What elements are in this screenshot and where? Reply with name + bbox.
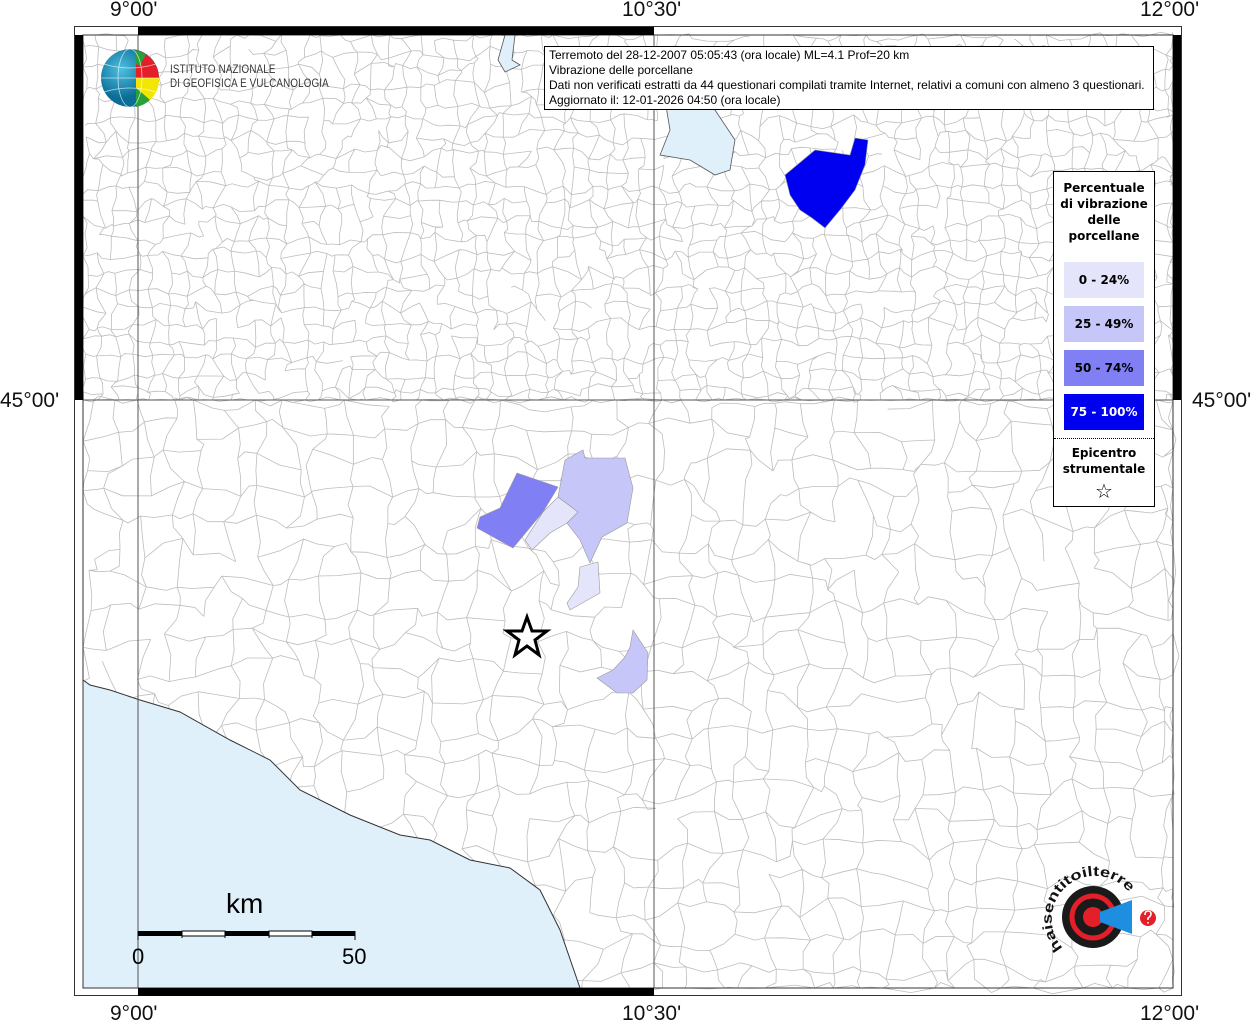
- haisentito-logo: haisentitoilterremoto.it: [1022, 849, 1170, 982]
- event-header: Terremoto del 28-12-2007 05:05:43 (ora l…: [549, 48, 910, 62]
- scale-min: 0: [132, 944, 145, 969]
- tick-bottom-lon-1: 9°00': [110, 1002, 158, 1025]
- tick-top-lon-1: 9°00': [110, 0, 158, 21]
- scale-unit: km: [226, 888, 264, 919]
- graticule: [83, 35, 1173, 988]
- globe-icon: [101, 48, 160, 108]
- municipality-25-49: [596, 629, 649, 694]
- tick-left-lat: 45°00': [0, 389, 60, 412]
- legend: Percentuale di vibrazione delle porcella…: [1053, 171, 1155, 507]
- tick-top-lon-3: 12°00': [1140, 0, 1200, 21]
- legend-class-25-49: 25 - 49%: [1064, 306, 1144, 342]
- legend-star-icon: ☆: [1095, 479, 1113, 503]
- scale-bar: [137, 930, 356, 940]
- municipality-50-74: [476, 472, 559, 549]
- legend-class-0-24: 0 - 24%: [1064, 262, 1144, 298]
- ingv-logo-text: ISTITUTO NAZIONALE DI GEOFISICA E VULCAN…: [170, 63, 329, 91]
- ingv-logo: [100, 48, 162, 115]
- ingv-line1: ISTITUTO NAZIONALE: [170, 64, 276, 76]
- legend-class-75-100: 75 - 100%: [1064, 394, 1144, 430]
- tick-bottom-lon-2: 10°30': [622, 1002, 682, 1025]
- event-info-box: Terremoto del 28-12-2007 05:05:43 (ora l…: [544, 46, 1154, 110]
- sea: [82, 679, 581, 989]
- updated-at: Aggiornato il: 12-01-2026 04:50 (ora loc…: [549, 93, 781, 107]
- haisentito-logo-graphic: haisentitoilterremoto.it: [1022, 849, 1156, 956]
- legend-epicenter-label: Epicentro strumentale: [1062, 446, 1146, 476]
- legend-separator: [1054, 438, 1154, 439]
- scale-max: 50: [342, 944, 367, 969]
- municipality-0-24: [524, 496, 579, 551]
- legend-title: Percentuale di vibrazione delle porcella…: [1060, 181, 1148, 243]
- municipality-0-24: [566, 561, 601, 611]
- tick-top-lon-2: 10°30': [622, 0, 682, 21]
- tick-right-lat: 45°00': [1192, 389, 1252, 412]
- municipality-75-100: [784, 137, 869, 229]
- data-note: Dati non verificati estratti da 44 quest…: [549, 78, 1145, 92]
- map-frame: [74, 26, 1182, 996]
- legend-class-50-74: 50 - 74%: [1064, 350, 1144, 386]
- epicenter-star: [502, 612, 552, 659]
- question-mark-icon: [1144, 910, 1152, 924]
- ingv-line2: DI GEOFISICA E VULCANOLOGIA: [170, 78, 329, 90]
- map-parameter: Vibrazione delle porcellane: [549, 63, 693, 77]
- tick-bottom-lon-3: 12°00': [1140, 1002, 1200, 1025]
